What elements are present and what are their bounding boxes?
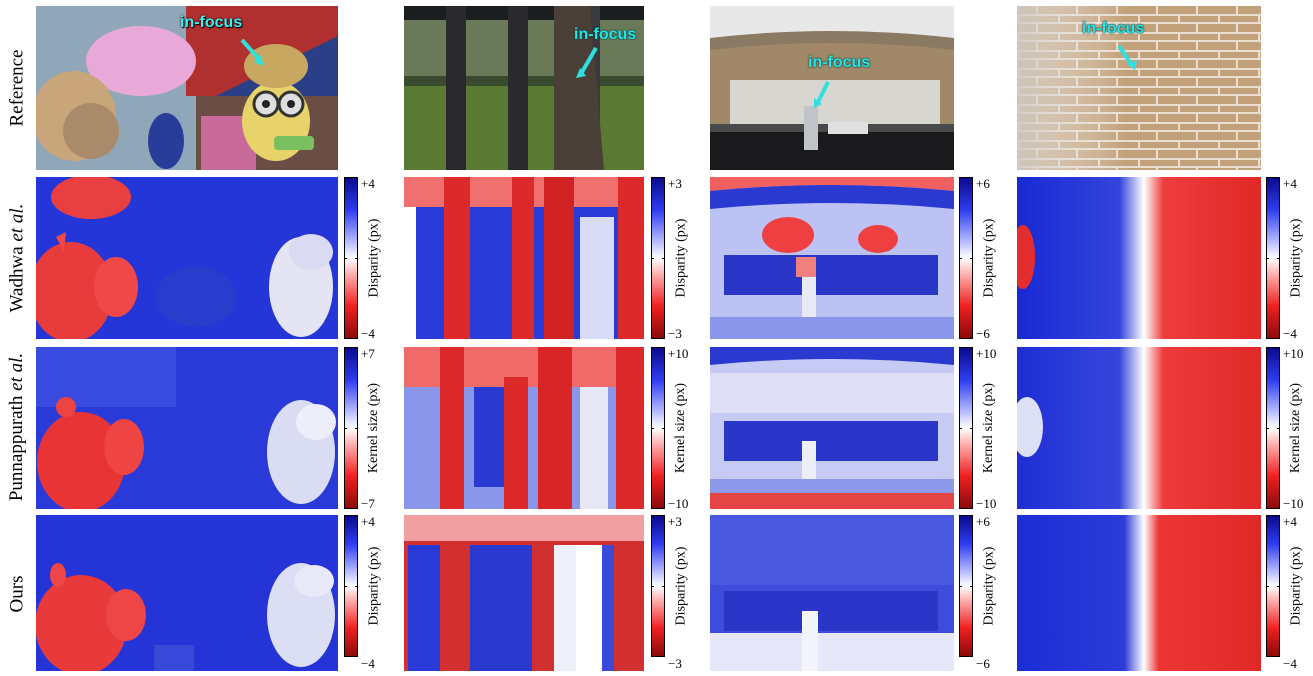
punnappurath-name: Punnappurath: [6, 390, 28, 502]
colorbar-max-label: +6: [976, 514, 990, 529]
colorbar-max-label: +10: [1283, 346, 1304, 361]
punnappurath-etal: et al.: [6, 352, 28, 391]
row-label-ours: Ours: [6, 575, 28, 613]
colorbar-axis-label: Kernel size (px): [366, 382, 381, 474]
colorbar-wadhwa-1: [344, 177, 358, 339]
reference-image-brick-wall: [1017, 6, 1261, 170]
colorbar-max-label: +4: [361, 176, 375, 191]
ours-map-park: [404, 515, 644, 671]
row-label-wadhwa: Wadhwa et al.: [0, 176, 34, 340]
colorbar-axis-label: Disparity (px): [1288, 218, 1303, 298]
ours-map-brick-wall: [1017, 515, 1261, 671]
colorbar-axis-label: Disparity (px): [673, 218, 688, 298]
colorbar-min-label: −4: [361, 326, 375, 341]
colorbar-min-label: −10: [668, 496, 689, 511]
colorbar-min-label: −4: [1283, 656, 1297, 671]
colorbar-punnappurath-3: [959, 347, 973, 509]
in-focus-label-1: in-focus: [180, 14, 243, 31]
colorbar-max-label: +4: [361, 514, 375, 529]
colorbar-min-label: −6: [976, 656, 990, 671]
in-focus-label-4: in-focus: [1082, 20, 1145, 37]
row-label-punnappurath: Punnappurath et al.: [0, 345, 34, 509]
colorbar-punnappurath-2: [651, 347, 665, 509]
colorbar-min-label: −7: [361, 496, 375, 511]
colorbar-max-label: +10: [668, 346, 689, 361]
colorbar-punnappurath-1: [344, 347, 358, 509]
colorbar-max-label: +10: [976, 346, 997, 361]
colorbar-axis-label: Kernel size (px): [981, 382, 996, 474]
punnappurath-map-toys: [36, 347, 338, 509]
reference-image-toys: [36, 6, 338, 170]
colorbar-ours-2: [651, 515, 665, 657]
colorbar-min-label: −4: [1283, 326, 1297, 341]
colorbar-max-label: +3: [668, 176, 682, 191]
colorbar-wadhwa-2: [651, 177, 665, 339]
colorbar-axis-label: Disparity (px): [1288, 546, 1303, 626]
punnappurath-map-brick-wall: [1017, 347, 1261, 509]
ours-map-atrium: [710, 515, 954, 671]
punnappurath-map-atrium: [710, 347, 954, 509]
colorbar-min-label: −10: [1283, 496, 1304, 511]
colorbar-min-label: −3: [668, 656, 682, 671]
wadhwa-map-atrium: [710, 177, 954, 339]
wadhwa-name: Wadhwa: [6, 241, 27, 313]
colorbar-axis-label: Kernel size (px): [1288, 382, 1303, 474]
wadhwa-map-toys: [36, 177, 338, 339]
colorbar-max-label: +3: [668, 514, 682, 529]
colorbar-axis-label: Disparity (px): [366, 546, 381, 626]
colorbar-min-label: −3: [668, 326, 682, 341]
ours-map-toys: [36, 515, 338, 671]
reference-image-park: [404, 6, 644, 170]
in-focus-label-3: in-focus: [808, 54, 871, 71]
in-focus-label-2: in-focus: [574, 26, 637, 43]
wadhwa-etal: et al.: [6, 203, 27, 242]
punnappurath-map-park: [404, 347, 644, 509]
colorbar-punnappurath-4: [1266, 347, 1280, 509]
colorbar-max-label: +7: [361, 346, 375, 361]
colorbar-max-label: +6: [976, 176, 990, 191]
colorbar-axis-label: Disparity (px): [981, 218, 996, 298]
colorbar-min-label: −4: [361, 656, 375, 671]
colorbar-ours-3: [959, 515, 973, 657]
colorbar-axis-label: Disparity (px): [673, 546, 688, 626]
reference-image-atrium: [710, 6, 954, 170]
colorbar-min-label: −6: [976, 326, 990, 341]
colorbar-max-label: +4: [1283, 514, 1297, 529]
colorbar-axis-label: Disparity (px): [981, 546, 996, 626]
colorbar-wadhwa-4: [1266, 177, 1280, 339]
colorbar-axis-label: Disparity (px): [366, 218, 381, 298]
colorbar-ours-4: [1266, 515, 1280, 657]
colorbar-min-label: −10: [976, 496, 997, 511]
colorbar-max-label: +4: [1283, 176, 1297, 191]
row-label-reference: Reference: [6, 49, 27, 127]
wadhwa-map-park: [404, 177, 644, 339]
colorbar-axis-label: Kernel size (px): [673, 382, 688, 474]
colorbar-wadhwa-3: [959, 177, 973, 339]
wadhwa-map-brick-wall: [1017, 177, 1261, 339]
colorbar-ours-1: [344, 515, 358, 657]
